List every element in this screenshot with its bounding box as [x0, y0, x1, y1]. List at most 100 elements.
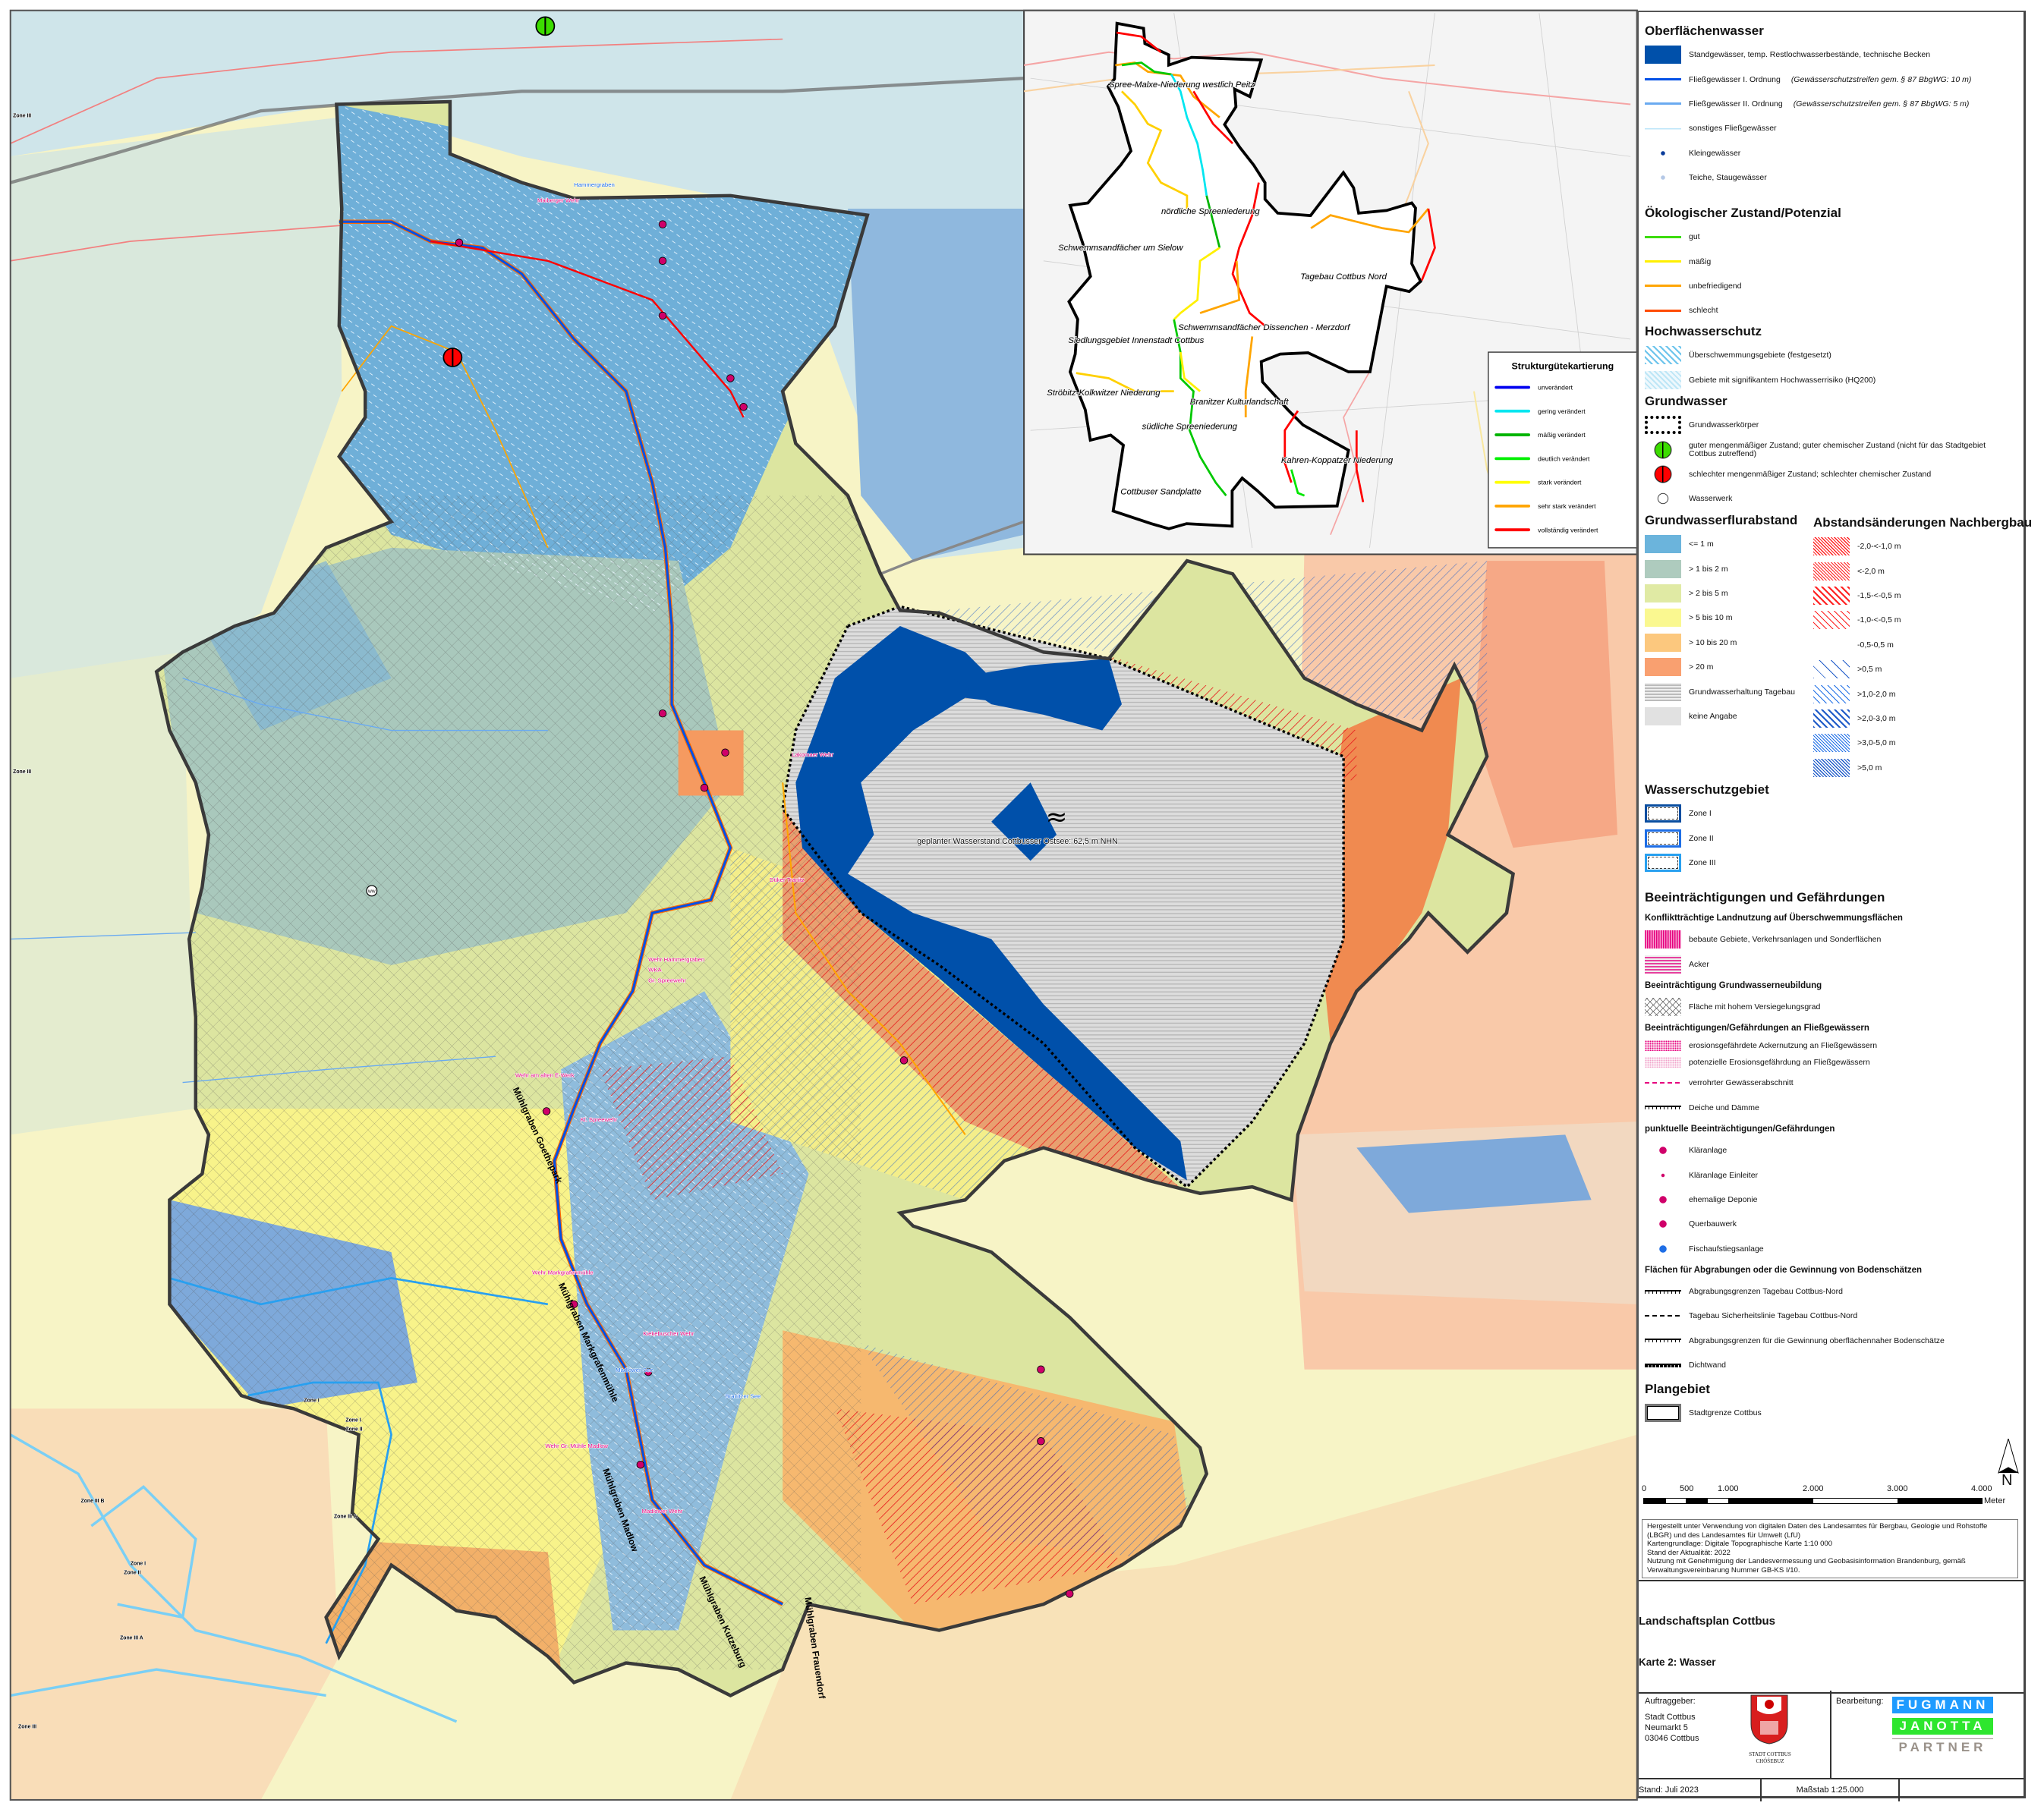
inset-map[interactable]: Spree-Malxe-Niederung westlich Peitz nör… — [1023, 9, 1638, 555]
legend-note: (Gewässerschutzstreifen gem. § 87 BbgWG:… — [1790, 74, 1972, 84]
legend-heading-plan: Plangebiet — [1645, 1382, 1710, 1396]
hatch-wide-swatch-icon — [1813, 660, 1850, 679]
scale-tick: 500 — [1680, 1484, 1694, 1493]
hstripes-swatch-icon — [1645, 955, 1681, 974]
legend-item-ueberschwemmungsgebiete-festgesetzt: Überschwemmungsgebiete (festgesetzt) — [1645, 343, 2021, 367]
zone-label: Zone I — [304, 1398, 319, 1404]
point-square-swatch-icon — [1645, 1215, 1681, 1234]
dot-swatch-icon — [1645, 143, 1681, 162]
legend-label: >5,0 m — [1857, 763, 1882, 772]
legend-label: >3,0-5,0 m — [1857, 738, 1896, 748]
zone-label: Zone III B — [81, 1499, 105, 1504]
logo-partner: PARTNER — [1892, 1738, 1993, 1756]
legend-item-stadtgrenze-cottbus: Stadtgrenze Cottbus — [1645, 1401, 2021, 1425]
legend-subheading: Flächen für Abgrabungen oder die Gewinnu… — [1645, 1265, 1923, 1275]
legend-label: Fließgewässer I. Ordnung — [1689, 74, 1781, 84]
legend-item-keine-angabe: keine Angabe — [1645, 704, 1813, 728]
legend-item-dichtwand: Dichtwand — [1645, 1353, 2021, 1377]
line-swatch-icon — [1645, 228, 1681, 247]
legend-item-erosionsgefaehrdete-ackernutzung-an-flie: erosionsgefährdete Ackernutzung an Fließ… — [1645, 1037, 2021, 1054]
legend-label: Tagebau Sicherheitslinie Tagebau Cottbus… — [1689, 1311, 1858, 1321]
line-swatch-icon — [1645, 301, 1681, 320]
legend-heading-surface: Oberflächenwasser — [1645, 24, 1764, 38]
legend-item-klaeranlage: Kläranlage — [1645, 1138, 2021, 1162]
zone-label: Zone I — [131, 1562, 146, 1567]
legend-item-fischaufstiegsanlage: Fischaufstiegsanlage — [1645, 1237, 2021, 1261]
legend-item-tagebau-sicherheitslinie-tagebau-cottbus: Tagebau Sicherheitslinie Tagebau Cottbus… — [1645, 1304, 2021, 1328]
hatch-swatch-icon — [1645, 346, 1681, 365]
inset-area-label: Schwemmsandfächer um Sielow — [1058, 244, 1183, 253]
zone-label: Zone III A — [120, 1636, 143, 1641]
client-block: Auftraggeber: Stadt Cottbus Neumarkt 5 030… — [1639, 1691, 1831, 1778]
legend-heading-change: Abstandsänderungen Nachbergbau — [1813, 515, 2033, 530]
strukturguete-legend: Strukturgütekartierung unverändert gering… — [1488, 351, 1638, 549]
legend-item-0-5-m: >0,5 m — [1813, 657, 2026, 681]
logo-janotta: JANOTTA — [1892, 1718, 1993, 1735]
legend-label: Abgrabungsgrenzen Tagebau Cottbus-Nord — [1689, 1287, 1843, 1297]
legend-label: Grundwasserhaltung Tagebau — [1689, 687, 1795, 697]
line-swatch-icon — [1645, 252, 1681, 271]
legend-item-fliessgewaesser-i-ordnung: Fließgewässer I. Ordnung (Gewässerschutzs… — [1645, 67, 2021, 91]
map-title: Landschaftsplan Cottbus — [1639, 1615, 1776, 1628]
dots-swatch-icon — [1645, 1040, 1681, 1052]
map-frame — [9, 9, 1638, 1801]
line-swatch-icon — [1645, 276, 1681, 295]
legend-item-deiche-und-daemme: Deiche und Dämme — [1645, 1096, 2021, 1120]
legend-label: > 1 bis 2 m — [1689, 564, 1728, 574]
legend-label: guter mengenmäßiger Zustand; guter chemi… — [1689, 440, 1986, 458]
wasserwerk-icon[interactable]: WW — [366, 885, 378, 897]
lake-symbol: ≈ — [1046, 802, 1068, 832]
lake-label: geplanter Wasserstand Cottbusser Ostsee:… — [917, 837, 1118, 846]
hatch-dotted-swatch-icon — [1813, 734, 1850, 753]
structure-label: Kiekebuscher Wehr — [643, 1330, 694, 1337]
hatch-swatch-icon — [1813, 709, 1850, 728]
legend-label: >0,5 m — [1857, 665, 1882, 675]
legend-label: Überschwemmungsgebiete (festgesetzt) — [1689, 351, 1831, 360]
legend-item-unbefriedigend: unbefriedigend — [1645, 274, 2021, 298]
legend-label: sonstiges Fließgewässer — [1689, 124, 1777, 134]
block-line-swatch-icon — [1645, 1363, 1681, 1367]
inset-area-label: Siedlungsgebiet Innenstadt Cottbus — [1068, 336, 1204, 345]
legend-label: Zone II — [1689, 833, 1714, 843]
legend-label: Zone I — [1689, 809, 1712, 819]
strukturguete-label: vollständig verändert — [1538, 526, 1598, 533]
legend-heading-groundwater: Grundwasser — [1645, 394, 1727, 408]
hatch-dotted-swatch-icon — [1813, 562, 1850, 580]
small-tick-line-swatch-icon — [1645, 1339, 1681, 1343]
structure-label: Düker Tranitz — [770, 876, 805, 883]
crosshatch-swatch-icon — [1645, 997, 1681, 1016]
inset-area-label: Ströbitz-Kolkwitzer Niederung — [1047, 389, 1161, 398]
legend-item-2-0-1-0-m: -2,0-<-1,0 m — [1813, 534, 2026, 558]
legend-label: Fläche mit hohem Versiegelungsgrad — [1689, 1002, 1821, 1011]
zone-label: Zone III — [13, 769, 31, 775]
legend-label: Zone III — [1689, 857, 1716, 867]
strukturguete-label: sehr stark verändert — [1538, 502, 1596, 510]
legend-item-2-0-3-0-m: >2,0-3,0 m — [1813, 706, 2026, 731]
point-swatch-icon — [1645, 1141, 1681, 1160]
thin-line-swatch-icon — [1645, 119, 1681, 138]
gw-status-bad-symbol[interactable] — [442, 348, 463, 367]
structure-label: Lakomaer Wehr — [792, 751, 833, 758]
scale-tick: 2.000 — [1803, 1484, 1824, 1493]
hatch-dense-swatch-icon — [1813, 537, 1850, 556]
legend-label: Fischaufstiegsanlage — [1689, 1244, 1764, 1254]
hatch-light-swatch-icon — [1645, 370, 1681, 389]
strukturguete-label: mäßig verändert — [1538, 431, 1586, 439]
legend-label: Kläranlage — [1689, 1146, 1727, 1156]
legend-item-2-bis-5-m: > 2 bis 5 m — [1645, 581, 1813, 606]
strukturguete-label: unverändert — [1538, 384, 1573, 392]
legend-label: -0,5-0,5 m — [1857, 640, 1894, 650]
vstripes-swatch-icon — [1645, 930, 1681, 949]
logo-fugmann: FUGMANN — [1892, 1697, 1993, 1713]
fill-swatch-icon — [1645, 658, 1681, 677]
dot-swatch-icon — [1645, 168, 1681, 187]
scale-tick: 1.000 — [1718, 1484, 1739, 1493]
gw-status-good-symbol[interactable] — [535, 16, 556, 36]
legend-item-1-0-2-0-m: >1,0-2,0 m — [1813, 681, 2026, 706]
legend-item-20-m: > 20 m — [1645, 655, 1813, 679]
legend-heading-flood: Hochwasserschutz — [1645, 324, 1762, 338]
legend-item-grundwasserkoerper: Grundwasserkörper — [1645, 413, 2021, 437]
legend-label: >1,0-2,0 m — [1857, 689, 1896, 699]
maker-block: Bearbeitung: FUGMANN JANOTTA PARTNER — [1831, 1691, 2024, 1778]
